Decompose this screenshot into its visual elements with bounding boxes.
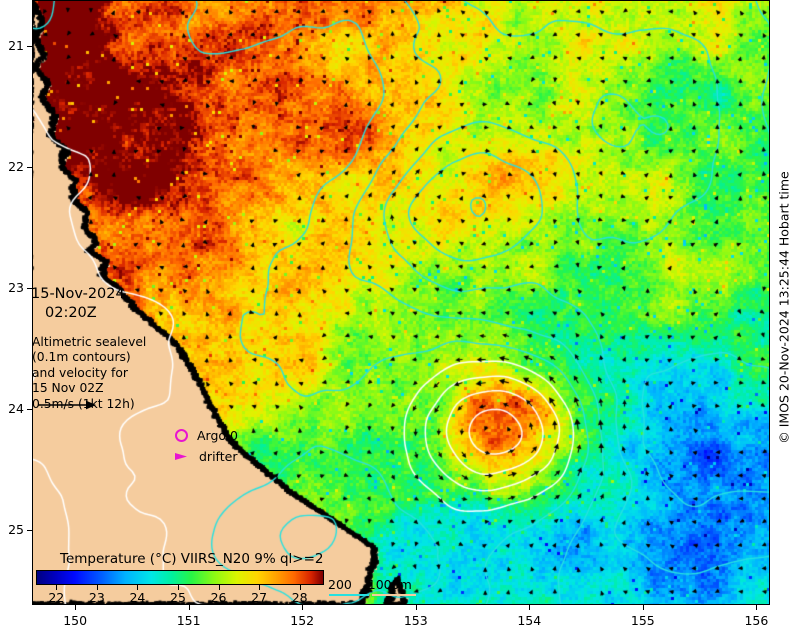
y-axis-tick (27, 408, 32, 410)
depth-200m-swatch (329, 594, 369, 596)
x-axis-label: 152 (290, 613, 315, 628)
velocity-scale-arrow-icon (38, 400, 96, 410)
colorbar-title: Temperature (°C) VIIRS_N20 9% ql>=2 (60, 551, 324, 567)
y-axis-label: 24 (8, 400, 24, 416)
y-axis-label: 21 (8, 37, 24, 53)
colorbar-tick-label: 23 (88, 590, 105, 605)
x-axis-tick (756, 605, 758, 610)
datetime-label: 15-Nov-2024 02:20Z (31, 285, 125, 323)
x-axis-label: 156 (744, 613, 769, 628)
colorbar-tick-label: 22 (48, 590, 65, 605)
description-line-3: and velocity for (32, 365, 128, 380)
colorbar-tick-label: 26 (210, 590, 227, 605)
x-axis-tick (415, 605, 417, 610)
description-line-2: (0.1m contours) (32, 350, 131, 365)
description-line-1: Altimetric sealevel (32, 335, 147, 349)
colorbar-tick (96, 585, 98, 590)
y-axis-label: 23 (8, 279, 24, 295)
depth-1000m-swatch (372, 594, 416, 596)
y-axis-tick (27, 45, 32, 47)
y-axis-tick (27, 529, 32, 531)
colorbar-tick-label: 25 (170, 590, 186, 605)
y-axis-tick (27, 287, 32, 289)
colorbar-tick-label: 27 (251, 590, 268, 605)
x-axis-label: 153 (403, 613, 428, 628)
y-axis-label: 22 (8, 158, 24, 174)
description-line-4: 15 Nov 02Z (32, 381, 104, 396)
depth-contour-legend: 200 1000m (328, 577, 412, 592)
depth-shallow-label: 200 (328, 577, 352, 592)
colorbar-tick (259, 585, 261, 590)
y-axis-label: 25 (8, 521, 24, 537)
credit-label: © IMOS 20-Nov-2024 13:25:44 Hobart time (776, 171, 792, 444)
colorbar-tick (299, 585, 301, 590)
description-line-5: 0.5m/s (1kt 12h) (32, 396, 135, 411)
drifter-arrow-icon (175, 453, 187, 460)
colorbar-tick (56, 585, 58, 590)
description-block: Altimetric sealevel (0.1m contours) and … (32, 335, 146, 412)
colorbar-tick (218, 585, 220, 590)
colorbar-tick (137, 585, 139, 590)
x-axis-tick (302, 605, 304, 610)
x-axis-label: 155 (630, 613, 655, 628)
map-plot-area[interactable] (32, 0, 770, 605)
argo-label: Argo 0 (197, 428, 238, 443)
x-axis-label: 154 (517, 613, 542, 628)
colorbar-gradient (36, 570, 324, 585)
x-axis-tick (188, 605, 190, 610)
x-axis-label: 150 (63, 613, 88, 628)
argo-circle-icon (175, 429, 188, 442)
drifter-label: drifter (199, 449, 238, 464)
time-line: 02:20Z (45, 305, 97, 321)
contour-and-vector-layer (32, 0, 770, 605)
colorbar-tick (177, 585, 179, 590)
colorbar-tick-label: 24 (129, 590, 146, 605)
legend-row-argo: Argo 0 (175, 425, 238, 446)
x-axis-tick (75, 605, 77, 610)
colorbar-tick-label: 28 (291, 590, 308, 605)
x-axis-tick (529, 605, 531, 610)
x-axis-tick (642, 605, 644, 610)
depth-deep-label: 1000m (367, 577, 412, 592)
y-axis-tick (27, 166, 32, 168)
legend-row-drifter: drifter (175, 446, 238, 467)
date-line: 15-Nov-2024 (31, 286, 125, 302)
x-axis-label: 151 (176, 613, 201, 628)
marker-legend: Argo 0 drifter (175, 425, 238, 467)
